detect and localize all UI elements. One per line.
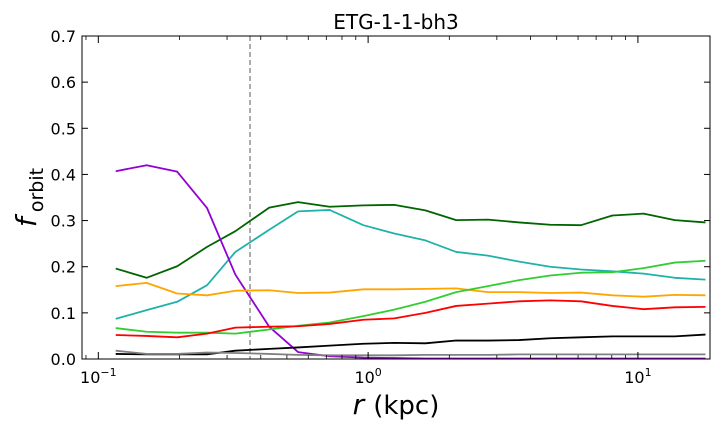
- x-tick-label: 100: [354, 366, 381, 387]
- series-line-0: [115, 201, 706, 279]
- chart-title: ETG-1-1-bh3: [333, 10, 459, 34]
- series-line-2: [115, 164, 706, 360]
- y-tick-label: 0.6: [51, 73, 76, 92]
- series-line-7: [115, 349, 706, 357]
- y-tick-label: 0.3: [51, 212, 76, 231]
- y-tick-label: 0.4: [51, 165, 76, 184]
- x-tick-label: 10−1: [80, 366, 117, 387]
- y-axis-var: f: [10, 213, 43, 227]
- y-axis-label: f orbit: [10, 168, 48, 227]
- plot-frame: [81, 35, 711, 360]
- y-tick-label: 0.2: [51, 258, 76, 277]
- ticks-layer: 0.0 0.1 0.2 0.3 0.4 0.5 0.6 0.7 10−1 100 101: [51, 27, 710, 387]
- y-tick-label: 0.7: [51, 27, 76, 46]
- series-line-1: [115, 209, 706, 320]
- x-axis-label: r (kpc): [353, 388, 440, 421]
- x-axis-var: r: [353, 388, 366, 421]
- series-line-4: [115, 259, 706, 335]
- x-tick-label: 101: [624, 366, 651, 387]
- series-layer: [115, 164, 706, 360]
- y-tick-label: 0.0: [51, 350, 76, 369]
- y-tick-label: 0.1: [51, 304, 76, 323]
- series-line-5: [115, 299, 706, 339]
- series-line-6: [115, 333, 706, 356]
- x-axis-unit: (kpc): [373, 391, 439, 421]
- y-tick-label: 0.5: [51, 119, 76, 138]
- series-line-3: [115, 281, 706, 298]
- y-axis-sub: orbit: [26, 168, 48, 212]
